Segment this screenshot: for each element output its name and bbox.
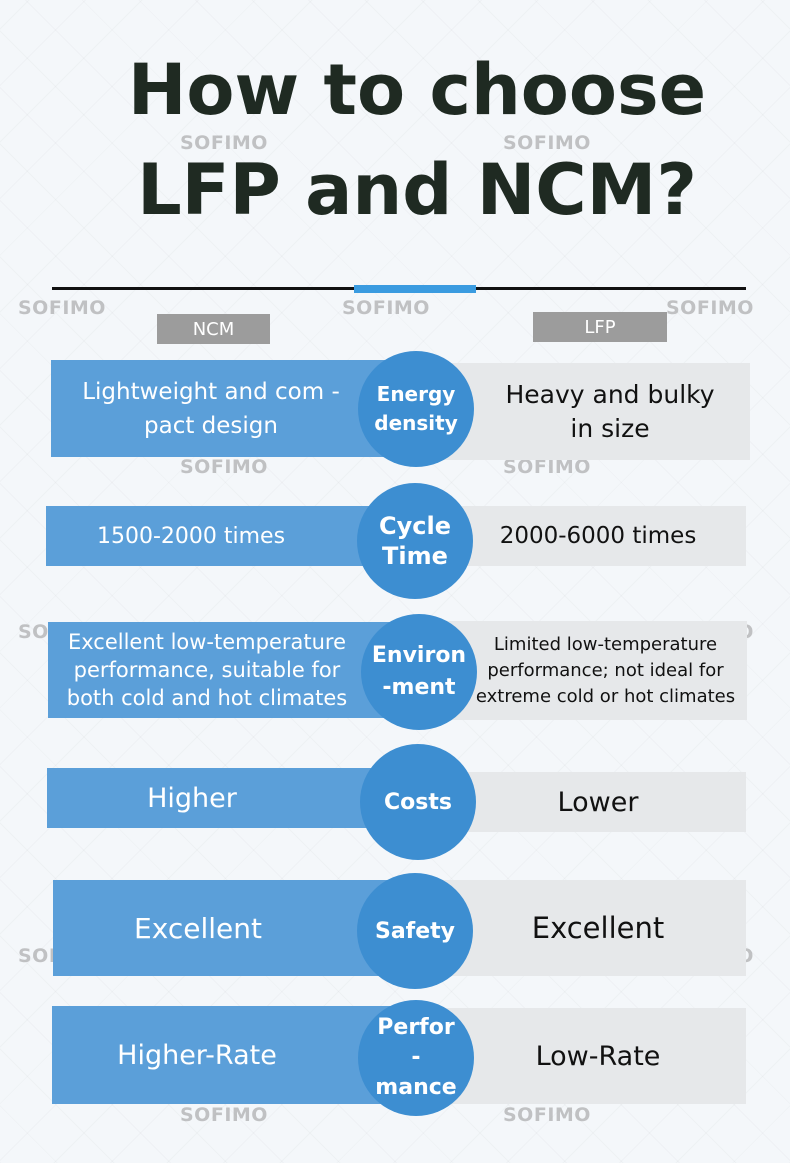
- criterion-safety: Safety: [357, 873, 473, 989]
- watermark: SOFIMO: [342, 297, 430, 319]
- divider-accent: [354, 285, 476, 293]
- ncm-value-costs: Higher: [47, 768, 417, 828]
- watermark: SOFIMO: [18, 297, 106, 319]
- criterion-performance: Perfor -mance: [358, 1000, 474, 1116]
- criterion-environment: Environ -ment: [361, 614, 477, 730]
- criterion-costs: Costs: [360, 744, 476, 860]
- lfp-value-energy-density: Heavy and bulky in size: [410, 363, 750, 460]
- page-title-line2: LFP and NCM?: [137, 149, 697, 231]
- watermark: SOFIMO: [666, 297, 754, 319]
- watermark: SOFIMO: [503, 132, 591, 154]
- column-header-ncm: NCM: [157, 314, 270, 344]
- column-header-lfp: LFP: [533, 312, 667, 342]
- watermark: SOFIMO: [180, 456, 268, 478]
- watermark: SOFIMO: [503, 456, 591, 478]
- watermark: SOFIMO: [180, 132, 268, 154]
- criterion-energy-density: Energy density: [358, 351, 474, 467]
- watermark: SOFIMO: [180, 1104, 268, 1126]
- criterion-cycle-time: Cycle Time: [357, 483, 473, 599]
- ncm-value-cycle-time: 1500-2000 times: [46, 506, 416, 566]
- watermark: SOFIMO: [503, 1104, 591, 1126]
- page-title-line1: How to choose: [127, 49, 707, 131]
- ncm-value-environment: Excellent low-temperature performance, s…: [48, 622, 418, 718]
